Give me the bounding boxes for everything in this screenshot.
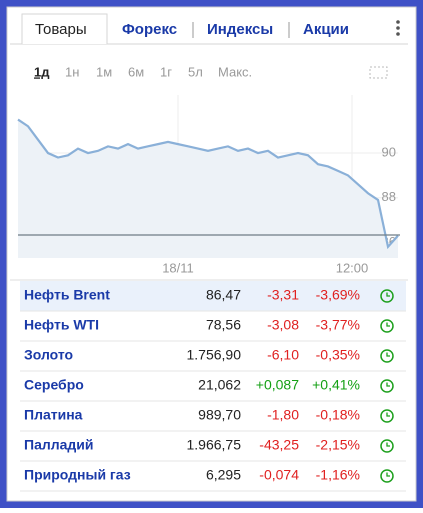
- tab[interactable]: Форекс: [122, 21, 177, 38]
- active-tab-box: [21, 13, 108, 44]
- range-option[interactable]: 1г: [160, 64, 172, 79]
- clock-hands: [386, 322, 390, 327]
- range-option[interactable]: 1н: [65, 64, 79, 79]
- clock-icon: [380, 379, 394, 393]
- price: 989,70: [198, 407, 241, 423]
- range-option[interactable]: 6м: [128, 64, 144, 79]
- range-option[interactable]: 5л: [188, 64, 203, 79]
- change: -6,10: [267, 347, 299, 363]
- instrument-name[interactable]: Платина: [24, 407, 83, 423]
- tab[interactable]: Акции: [303, 21, 349, 38]
- change-percent: -2,15%: [316, 437, 360, 453]
- clock-icon: [380, 409, 394, 423]
- clock-hands: [386, 382, 390, 387]
- clock-hands: [386, 472, 390, 477]
- price: 6,295: [206, 467, 241, 483]
- instrument-name[interactable]: Палладий: [24, 437, 94, 453]
- change: +0,087: [256, 377, 299, 393]
- price: 86,47: [206, 287, 241, 303]
- x-tick-label: 18/11: [162, 260, 194, 275]
- price: 78,56: [206, 317, 241, 333]
- clock-hands: [386, 412, 390, 417]
- menu-icon[interactable]: [396, 20, 400, 36]
- clock-hands: [386, 352, 390, 357]
- change-percent: -3,77%: [316, 317, 360, 333]
- change-percent: -1,16%: [316, 467, 360, 483]
- change: -3,31: [267, 287, 299, 303]
- change-percent: -3,69%: [316, 287, 360, 303]
- range-option[interactable]: 1м: [96, 64, 112, 79]
- clock-hands: [386, 442, 390, 447]
- price: 21,062: [198, 377, 241, 393]
- clock-icon: [380, 439, 394, 453]
- range-option[interactable]: Макс.: [218, 64, 252, 79]
- change-percent: -0,18%: [316, 407, 360, 423]
- change: -1,80: [267, 407, 299, 423]
- instrument-name[interactable]: Золото: [24, 347, 73, 363]
- clock-hands: [386, 292, 390, 297]
- price: 1.966,75: [187, 437, 242, 453]
- clock-icon: [380, 469, 394, 483]
- change: -0,074: [259, 467, 299, 483]
- fullscreen-icon[interactable]: [369, 66, 388, 79]
- tab[interactable]: Индексы: [207, 21, 273, 38]
- change-percent: +0,41%: [312, 377, 360, 393]
- range-option[interactable]: 1д: [34, 64, 50, 79]
- instrument-name[interactable]: Серебро: [24, 377, 84, 393]
- y-tick-label: 90: [382, 144, 396, 159]
- clock-icon: [380, 349, 394, 363]
- change-percent: -0,35%: [316, 347, 360, 363]
- price: 1.756,90: [187, 347, 242, 363]
- instrument-name[interactable]: Природный газ: [24, 467, 131, 483]
- y-tick-label: 88: [382, 189, 396, 204]
- x-tick-label: 12:00: [336, 260, 369, 275]
- clock-icon: [380, 289, 394, 303]
- instrument-name[interactable]: Нефть WTI: [24, 317, 99, 333]
- clock-icon: [380, 319, 394, 333]
- change: -3,08: [267, 317, 299, 333]
- change: -43,25: [259, 437, 299, 453]
- row-highlight: [20, 281, 406, 311]
- instrument-name[interactable]: Нефть Brent: [24, 287, 110, 303]
- price-line: [17, 118, 399, 250]
- tab[interactable]: Товары: [35, 21, 87, 38]
